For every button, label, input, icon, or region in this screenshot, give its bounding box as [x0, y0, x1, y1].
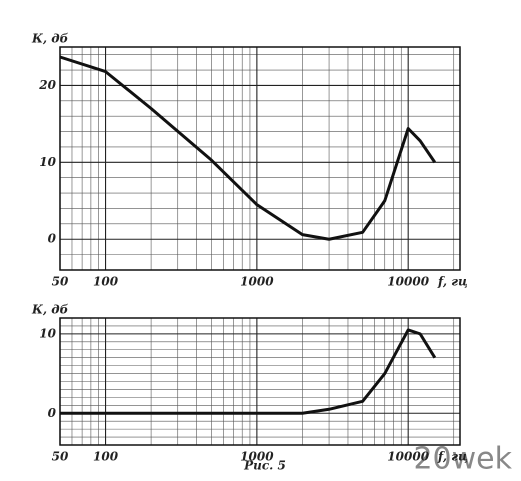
x-tick-label: 10000	[387, 275, 429, 289]
y-axis-label: К, дб	[31, 32, 69, 46]
response-curve	[59, 55, 437, 241]
y-tick-label: 0	[48, 406, 57, 420]
y-tick-label: 10	[39, 326, 56, 340]
x-tick-label: 10000	[387, 450, 429, 464]
x-tick-label: 100	[93, 450, 119, 464]
response-curve	[60, 328, 437, 415]
y-tick-label: 10	[39, 155, 56, 169]
plot-frame	[59, 317, 461, 446]
watermark: 20wek	[413, 442, 512, 477]
x-tick-label: 1000	[240, 450, 274, 464]
caption: Рис. 5	[243, 459, 286, 473]
plot-frame	[59, 46, 461, 271]
y-axis-label: К, дб	[31, 303, 69, 317]
x-tick-label: 50	[52, 450, 69, 464]
x-axis-label: f, гц	[437, 275, 468, 289]
x-tick-label: 100	[93, 275, 119, 289]
x-tick-label: 1000	[240, 275, 274, 289]
x-tick-label: 50	[52, 275, 69, 289]
x-axis-label: f, гц	[437, 450, 468, 464]
y-tick-label: 0	[48, 232, 57, 246]
y-tick-label: 20	[38, 78, 56, 92]
